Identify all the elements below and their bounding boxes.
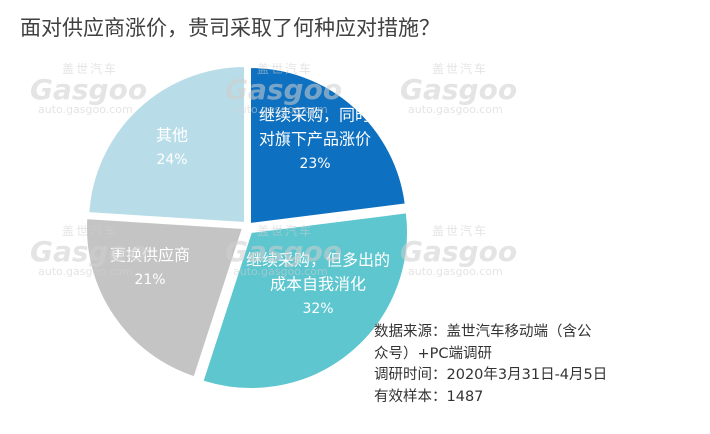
slice-value-label: 24% bbox=[156, 152, 187, 168]
slice-value-label: 21% bbox=[134, 272, 165, 288]
source-note: 数据来源：盖世汽车移动端（含公 众号）+PC端调研 调研时间：2020年3月31… bbox=[374, 322, 674, 408]
source-line: 众号）+PC端调研 bbox=[374, 345, 493, 362]
slice-category-label: 更换供应商 bbox=[110, 246, 190, 265]
chart-title: 面对供应商涨价，贵司采取了何种应对措施？ bbox=[20, 16, 440, 40]
slice-category-label: 成本自我消化 bbox=[270, 275, 366, 294]
slice-category-label: 其他 bbox=[156, 126, 188, 145]
survey-period: 调研时间：2020年3月31日-4月5日 bbox=[374, 367, 608, 383]
pie-slice bbox=[201, 211, 409, 390]
slice-category-label: 对旗下产品涨价 bbox=[259, 130, 371, 149]
source-line: 数据来源：盖世汽车移动端（含公 bbox=[374, 324, 592, 340]
slice-value-label: 32% bbox=[302, 301, 333, 317]
sample-size: 有效样本：1487 bbox=[374, 388, 484, 405]
slice-value-label: 23% bbox=[299, 156, 330, 172]
slice-category-label: 继续采购，同时 bbox=[259, 106, 371, 125]
pie-slice bbox=[87, 64, 246, 225]
pie-slice bbox=[249, 65, 407, 226]
pie-slice bbox=[85, 217, 245, 379]
slice-category-label: 继续采购，但多出的 bbox=[246, 251, 390, 270]
